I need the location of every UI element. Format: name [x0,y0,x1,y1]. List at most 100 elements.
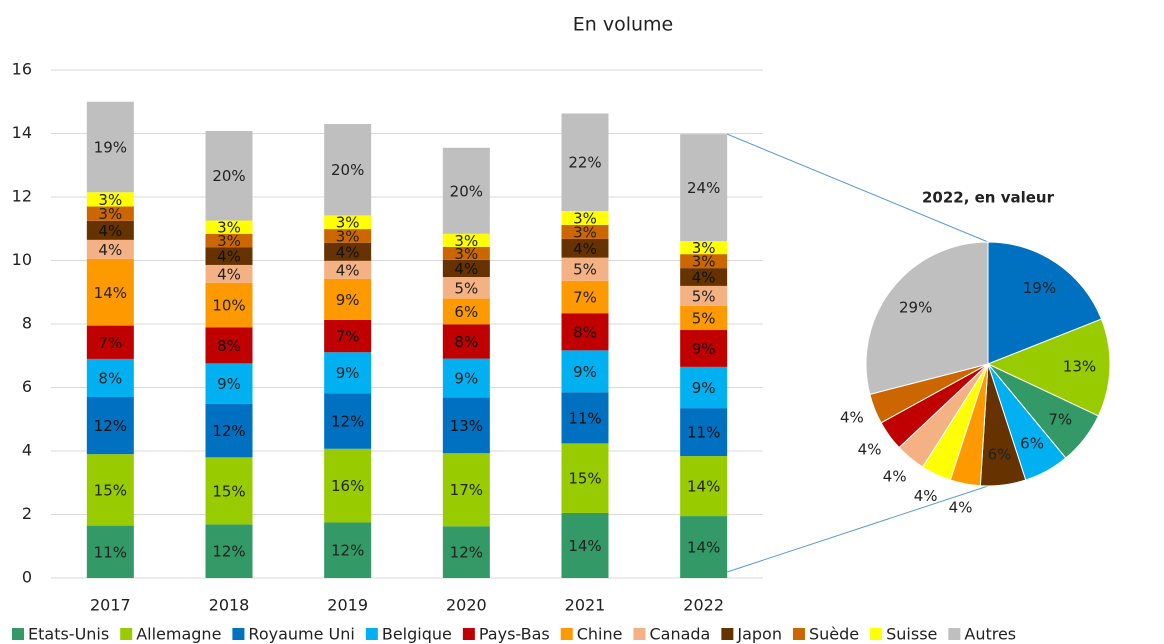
data-label: 15% [94,481,127,499]
y-tick-label: 4 [22,441,32,460]
data-label: 4% [914,487,938,505]
data-label: 11% [94,543,127,561]
legend-swatch [792,628,805,640]
y-tick-label: 10 [12,250,32,269]
data-label: 16% [331,477,364,495]
data-label: 14% [687,539,720,557]
legend-swatch [462,628,475,640]
legend-swatch [12,628,24,640]
bar-segment [86,358,134,398]
data-label: 3% [98,191,122,209]
data-label: 20% [450,182,483,200]
data-label: 4% [840,408,864,426]
bar-segment [205,403,253,458]
bar-segment [86,397,134,455]
bar-segment [561,350,609,393]
data-label: 3% [573,209,597,227]
pie-slice [986,318,1111,417]
bar-segment [86,258,134,326]
bar-segment [324,278,372,320]
data-label: 3% [692,253,716,271]
x-tick-label: 2020 [446,596,487,615]
data-label: 3% [454,232,478,250]
legend-label: Japon [736,625,782,644]
data-label: 4% [573,240,597,258]
bar-segment [561,113,609,211]
data-label: 8% [98,369,122,387]
bar-segment [442,324,490,359]
data-label: 12% [94,417,127,435]
y-tick-label: 6 [22,377,32,396]
data-label: 5% [454,279,478,297]
data-label: 11% [568,409,601,427]
bar-segment [561,210,609,225]
bar-segment [442,526,490,578]
data-label: 9% [336,291,360,309]
bar-segment [86,206,134,221]
data-label: 3% [98,205,122,223]
legend-swatch [633,628,646,640]
data-label: 5% [692,309,716,327]
data-label: 12% [212,543,245,561]
bar-segment [205,363,253,404]
bar-segment [324,215,372,230]
data-label: 5% [573,261,597,279]
legend-label: Allemagne [136,625,221,644]
data-label: 14% [687,478,720,496]
data-label: 6% [1020,435,1044,453]
bar-segment [324,242,372,261]
data-label: 3% [336,227,360,245]
data-label: 3% [692,239,716,257]
data-label: 4% [98,222,122,240]
legend-label: Chine [577,625,623,644]
bar-segment [442,277,490,299]
bar-segment [442,453,490,527]
bar-segment [86,525,134,578]
data-label: 8% [454,333,478,351]
data-label: 12% [331,542,364,560]
bar-segment [324,393,372,449]
data-label: 13% [450,417,483,435]
bar-segment [680,516,728,578]
data-label: 9% [217,375,241,393]
pie-title: 2022, en valeur [922,189,1055,207]
bar-segment [680,241,728,255]
bar-segment [680,330,728,367]
data-label: 9% [692,379,716,397]
bar-segment [680,366,728,409]
bar-segment [442,298,490,325]
legend-swatch [365,628,378,640]
legend-label: Belgique [382,625,452,644]
bar-segment [561,224,609,239]
legend-swatch [120,628,133,640]
y-tick-label: 2 [22,504,32,523]
x-tick-label: 2017 [90,596,131,615]
bar-segment [561,443,609,513]
bar-segment [442,233,490,247]
bar-segment [324,229,372,243]
y-tick-label: 12 [12,187,32,206]
data-label: 4% [858,441,882,459]
data-label: 4% [692,269,716,287]
bar-segment [561,257,609,281]
bar-segment [86,454,134,526]
data-label: 4% [98,241,122,259]
data-label: 3% [217,219,241,237]
y-tick-label: 0 [22,568,32,587]
bar-segment [680,134,728,242]
x-tick-label: 2022 [683,596,724,615]
bar-segment [205,524,253,578]
data-label: 22% [568,154,601,172]
bar-segment [442,397,490,454]
bar-segment [442,358,490,398]
bar-segment [205,264,253,283]
data-label: 19% [94,138,127,156]
data-label: 3% [454,245,478,263]
data-label: 7% [98,334,122,352]
pie-slice [865,241,989,395]
data-label: 13% [1063,357,1096,375]
data-label: 12% [331,412,364,430]
bar-segment [205,220,253,234]
bar-segment [205,130,253,221]
data-label: 7% [336,328,360,346]
